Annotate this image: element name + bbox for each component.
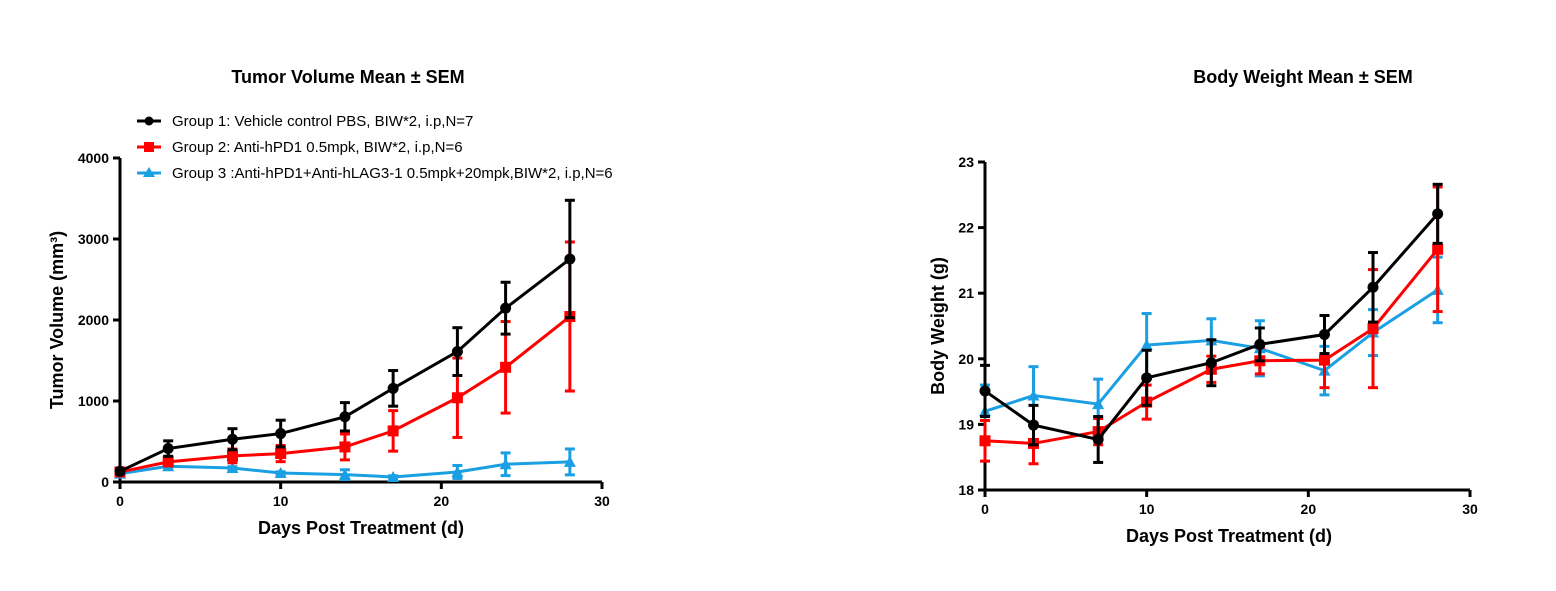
legend-label: Group 2: Anti-hPD1 0.5mpk, BIW*2, i.p,N=… (172, 139, 463, 156)
data-point (1205, 357, 1217, 369)
x-tick-label: 0 (981, 501, 989, 517)
data-point (339, 411, 351, 423)
data-point (1254, 338, 1266, 350)
data-point (114, 465, 126, 477)
y-axis-label: Tumor Volume (mm³) (47, 231, 67, 409)
series (979, 182, 1444, 464)
y-tick-label: 20 (958, 351, 974, 367)
x-tick-label: 30 (1462, 501, 1478, 517)
y-tick-label: 4000 (78, 150, 109, 166)
data-point (1027, 389, 1040, 401)
triangle-marker-icon (143, 167, 155, 177)
legend-label: Group 1: Vehicle control PBS, BIW*2, i.p… (172, 113, 473, 130)
data-point (1141, 372, 1153, 384)
data-point (1092, 398, 1105, 410)
legend-item-group3: Group 3 :Anti-hPD1+Anti-hLAG3-1 0.5mpk+2… (137, 165, 613, 182)
x-tick-label: 20 (1301, 501, 1317, 517)
y-tick-label: 23 (958, 154, 974, 170)
square-marker-icon (144, 142, 154, 152)
data-point (564, 253, 576, 265)
data-point (387, 382, 399, 394)
body-weight-chart: Body Weight Mean ± SEM Days Post Treatme… (928, 67, 1478, 546)
legend-item-group1: Group 1: Vehicle control PBS, BIW*2, i.p… (137, 113, 473, 130)
data-point (1028, 419, 1039, 431)
data-point (979, 435, 991, 447)
data-point (275, 428, 287, 440)
y-tick-label: 18 (958, 482, 974, 498)
data-point (451, 346, 463, 358)
y-tick-label: 0 (101, 474, 109, 490)
data-point (1140, 339, 1153, 351)
axes: 0 10 20 30 18 19 20 21 22 23 (958, 154, 1478, 517)
x-tick-label: 10 (273, 493, 289, 509)
x-tick-label: 30 (594, 493, 610, 509)
x-tick-label: 10 (1139, 501, 1155, 517)
y-tick-label: 21 (958, 285, 974, 301)
data-point (226, 433, 238, 445)
data-point (500, 361, 512, 373)
data-point (387, 425, 399, 437)
data-point (162, 443, 174, 455)
data-point (1319, 354, 1330, 366)
data-point (339, 441, 351, 453)
data-point (162, 456, 174, 468)
x-tick-label: 0 (116, 493, 124, 509)
data-point (1319, 329, 1330, 341)
legend-item-group2: Group 2: Anti-hPD1 0.5mpk, BIW*2, i.p,N=… (137, 139, 463, 156)
y-tick-label: 19 (958, 416, 974, 432)
chart-title: Tumor Volume Mean ± SEM (231, 67, 464, 87)
y-tick-label: 1000 (78, 393, 109, 409)
data-point (500, 302, 512, 314)
data-point (1432, 243, 1444, 255)
data-point (226, 461, 239, 473)
y-tick-label: 22 (958, 220, 974, 236)
series (114, 240, 576, 478)
data-point (451, 392, 463, 404)
y-tick-label: 3000 (78, 231, 109, 247)
y-axis-label: Body Weight (g) (928, 257, 948, 395)
circle-marker-icon (144, 116, 154, 126)
legend: Group 1: Vehicle control PBS, BIW*2, i.p… (137, 113, 613, 182)
data-point (275, 448, 287, 460)
data-point (1367, 323, 1379, 335)
tumor-volume-chart: Tumor Volume Mean ± SEM Days Post Treatm… (47, 67, 613, 538)
x-axis-label: Days Post Treatment (d) (1126, 526, 1332, 546)
data-point (451, 465, 464, 477)
x-axis-label: Days Post Treatment (d) (258, 518, 464, 538)
series (114, 198, 576, 477)
chart-title: Body Weight Mean ± SEM (1193, 67, 1413, 87)
x-tick-label: 20 (434, 493, 450, 509)
data-point (979, 385, 991, 397)
legend-label: Group 3 :Anti-hPD1+Anti-hLAG3-1 0.5mpk+2… (172, 165, 613, 182)
data-point (1367, 281, 1379, 293)
data-point (274, 467, 287, 479)
axes: 0 10 20 30 0 1000 2000 3000 4000 (78, 150, 610, 509)
data-point (1092, 433, 1104, 445)
data-point (226, 450, 238, 462)
data-point (387, 470, 400, 482)
data-point (338, 468, 351, 480)
y-tick-label: 2000 (78, 312, 109, 328)
data-point (499, 458, 512, 470)
data-point (563, 455, 576, 467)
data-point (1432, 208, 1444, 220)
